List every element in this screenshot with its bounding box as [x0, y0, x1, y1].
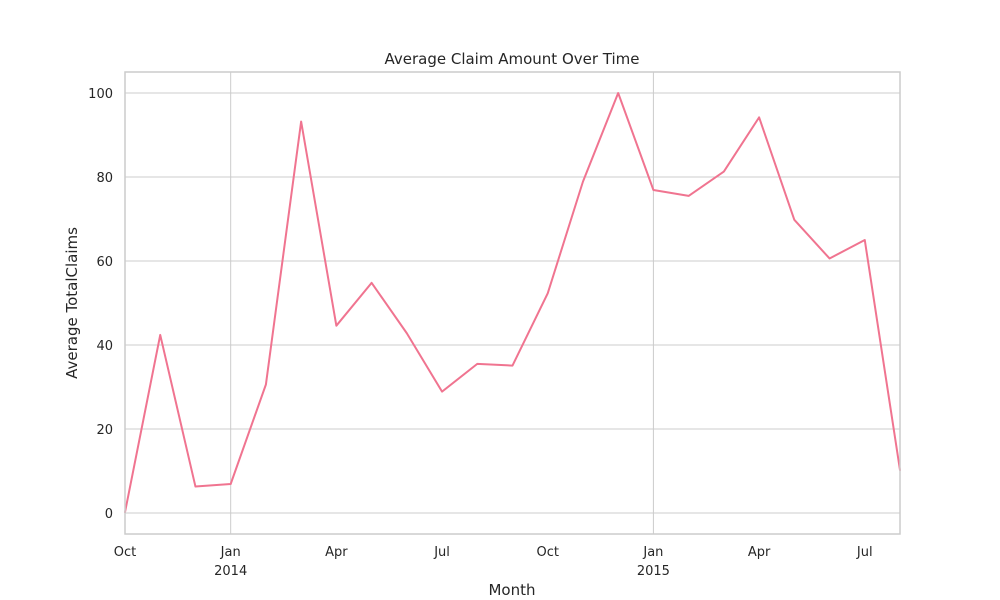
- x-tick-label: Oct: [536, 545, 558, 560]
- x-axis-label: Month: [488, 581, 535, 599]
- chart-title: Average Claim Amount Over Time: [384, 50, 639, 68]
- x-tick-year-label: 2014: [214, 564, 247, 579]
- x-tick-label: Jul: [856, 545, 873, 560]
- y-tick-label: 100: [88, 87, 113, 102]
- x-tick-labels: Oct Jan 2014 Apr Jul Oct Jan 2015 Apr Jul: [114, 545, 873, 579]
- x-tick-label: Jul: [433, 545, 450, 560]
- x-tick-label: Apr: [325, 545, 348, 560]
- y-axis-label: Average TotalClaims: [63, 227, 81, 379]
- y-tick-label: 0: [105, 507, 113, 522]
- x-tick-year-label: 2015: [637, 564, 670, 579]
- y-tick-label: 60: [96, 255, 113, 270]
- plot-frame: [124, 71, 901, 535]
- x-tick-label: Jan: [642, 545, 663, 560]
- x-tick-label: Oct: [114, 545, 136, 560]
- y-tick-label: 40: [96, 339, 113, 354]
- series-layer: [124, 92, 901, 514]
- gridlines: [125, 72, 900, 534]
- y-tick-label: 80: [96, 171, 113, 186]
- y-tick-label: 20: [96, 423, 113, 438]
- x-tick-label: Jan: [220, 545, 241, 560]
- y-tick-labels: 0 20 40 60 80 100: [88, 87, 113, 522]
- series-line: [124, 92, 901, 514]
- x-tick-label: Apr: [748, 545, 771, 560]
